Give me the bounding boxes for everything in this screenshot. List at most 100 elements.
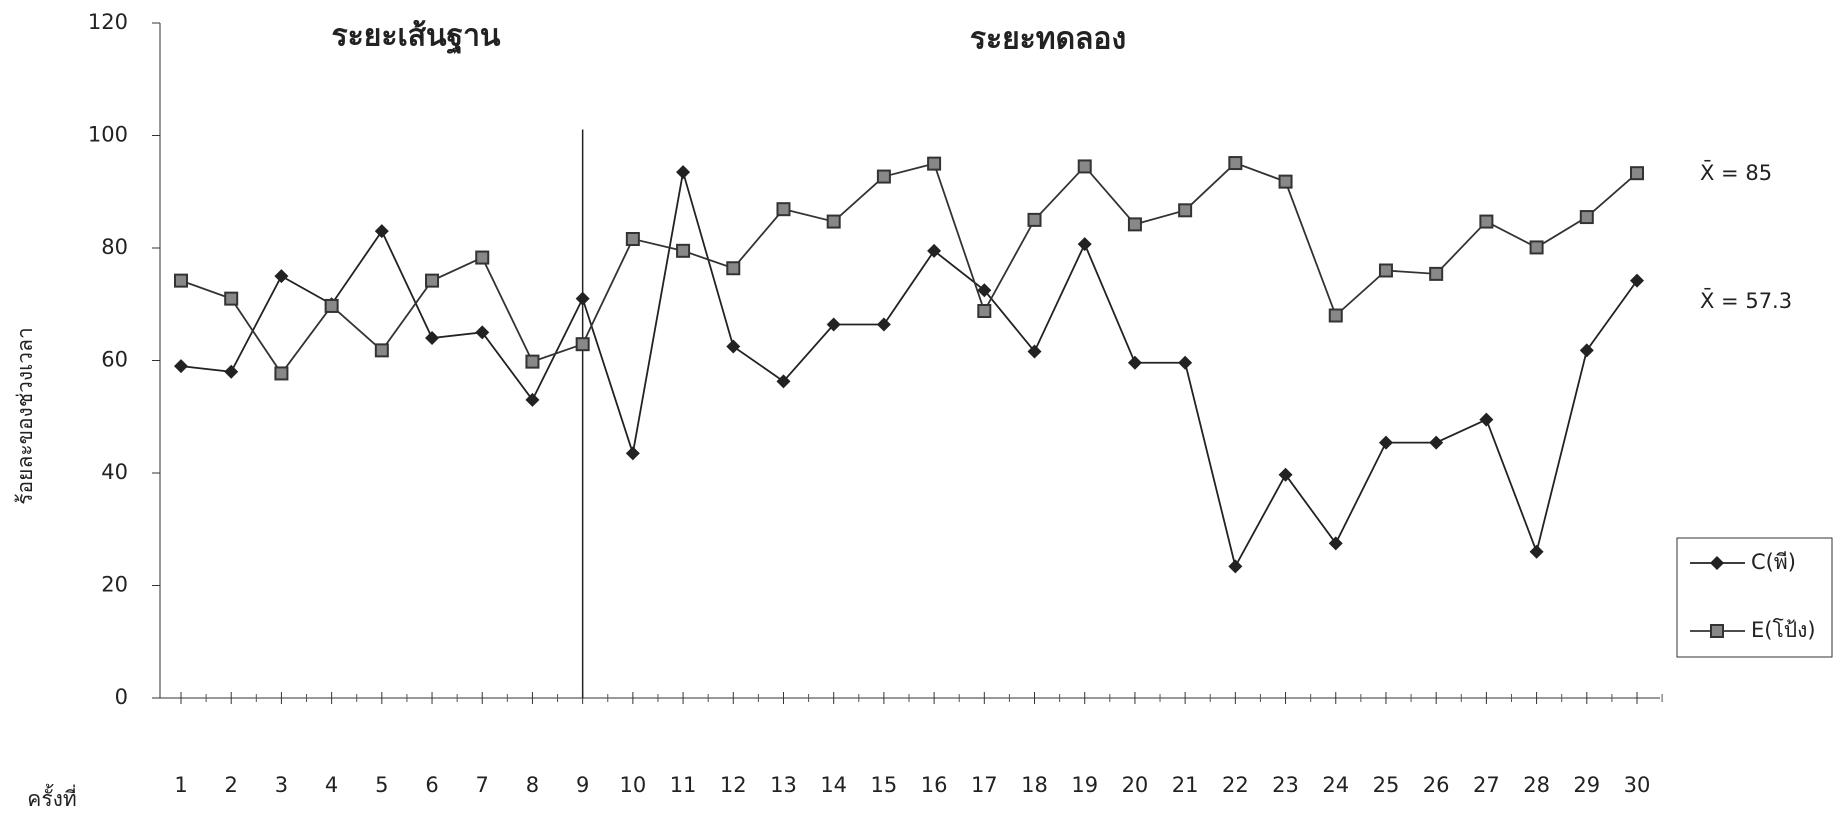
data-point — [977, 283, 992, 298]
data-point — [575, 291, 590, 306]
data-point — [1579, 343, 1594, 358]
x-tick-label: 21 — [1172, 773, 1199, 797]
data-point — [1529, 544, 1544, 559]
data-point — [1630, 166, 1644, 181]
data-point — [726, 261, 741, 276]
data-point — [1027, 344, 1042, 359]
x-tick-label: 22 — [1222, 773, 1249, 797]
legend-box — [1676, 537, 1833, 658]
data-point — [1429, 266, 1444, 281]
x-tick-label: 1 — [174, 773, 187, 797]
y-tick-label: 20 — [101, 573, 128, 597]
x-tick-label: 3 — [275, 773, 288, 797]
data-point — [1479, 214, 1494, 229]
data-point — [1579, 210, 1594, 225]
data-point — [876, 317, 891, 332]
data-point — [977, 304, 992, 318]
data-point — [1127, 217, 1142, 232]
data-point — [1630, 273, 1644, 288]
data-point — [1077, 159, 1092, 174]
annotation: X̄ = 85 — [1700, 160, 1772, 185]
y-axis-label: ร้อยละของช่วงเวลา — [13, 327, 37, 505]
data-point — [1529, 240, 1544, 255]
x-tick-label: 29 — [1573, 773, 1600, 797]
data-point — [676, 243, 691, 258]
data-point — [425, 273, 440, 288]
data-point — [324, 298, 339, 313]
data-point — [1328, 536, 1343, 551]
data-point — [475, 250, 490, 265]
data-point — [625, 446, 640, 461]
data-point — [726, 339, 741, 354]
data-point — [826, 317, 841, 332]
x-tick-label: 10 — [619, 773, 646, 797]
phase-label: ระยะเส้นฐาน — [332, 19, 501, 56]
data-point — [776, 202, 791, 217]
x-tick-label: 28 — [1523, 773, 1550, 797]
y-tick-label: 80 — [101, 235, 128, 259]
data-point — [876, 169, 891, 184]
data-point — [1228, 156, 1243, 171]
data-point — [625, 232, 640, 246]
y-tick-label: 40 — [101, 460, 128, 484]
data-point — [374, 343, 389, 358]
data-point — [1328, 308, 1343, 323]
data-point — [1077, 237, 1092, 252]
data-point — [1278, 174, 1293, 189]
data-point — [425, 331, 440, 345]
data-point — [1479, 412, 1494, 427]
series-line — [180, 162, 1638, 375]
data-point — [224, 364, 239, 379]
data-point — [274, 269, 289, 284]
x-tick-label: 15 — [871, 773, 898, 797]
data-point — [224, 291, 239, 306]
x-tick-label: 23 — [1272, 773, 1299, 797]
x-tick-label: 4 — [325, 773, 338, 797]
x-tick-label: 18 — [1021, 773, 1048, 797]
legend-label: E(โป้ง) — [1751, 618, 1816, 642]
x-tick-label: 17 — [971, 773, 998, 797]
x-tick-label: 11 — [670, 773, 697, 797]
data-point — [776, 374, 791, 389]
legend-label: C(พี) — [1751, 550, 1796, 574]
x-tick-label: 9 — [576, 773, 589, 797]
y-tick-label: 120 — [88, 10, 128, 34]
x-tick-label: 6 — [425, 773, 438, 797]
x-tick-label: 24 — [1322, 773, 1349, 797]
y-tick-label: 60 — [101, 348, 128, 372]
x-tick-label: 7 — [476, 773, 489, 797]
x-tick-label: 20 — [1122, 773, 1149, 797]
data-point — [927, 243, 942, 258]
data-point — [1710, 624, 1724, 638]
data-point — [1178, 355, 1193, 370]
data-point — [1127, 355, 1142, 370]
x-tick-label: 8 — [526, 773, 539, 797]
data-point — [676, 165, 691, 180]
x-tick-label: 19 — [1071, 773, 1098, 797]
data-point — [174, 359, 188, 374]
data-point — [1429, 435, 1444, 450]
data-point — [1710, 556, 1724, 570]
data-point — [927, 156, 942, 171]
data-point — [174, 273, 188, 288]
x-tick-label: 26 — [1423, 773, 1450, 797]
data-point — [1228, 559, 1243, 574]
x-tick-label: 13 — [770, 773, 797, 797]
data-point — [525, 392, 540, 407]
x-tick-label: 2 — [225, 773, 238, 797]
data-point — [1178, 203, 1193, 218]
y-tick-label: 0 — [115, 685, 128, 709]
data-point — [1027, 212, 1042, 227]
x-tick-label: 5 — [375, 773, 388, 797]
x-tick-label: 30 — [1624, 773, 1651, 797]
x-tick-label: 25 — [1373, 773, 1400, 797]
data-point — [575, 337, 590, 352]
data-point — [374, 224, 389, 239]
series-line — [180, 171, 1638, 569]
data-point — [475, 325, 490, 340]
x-tick-label: 14 — [820, 773, 847, 797]
data-point — [525, 354, 540, 369]
data-point — [1378, 263, 1393, 278]
data-point — [1278, 467, 1293, 482]
data-point — [826, 214, 841, 229]
